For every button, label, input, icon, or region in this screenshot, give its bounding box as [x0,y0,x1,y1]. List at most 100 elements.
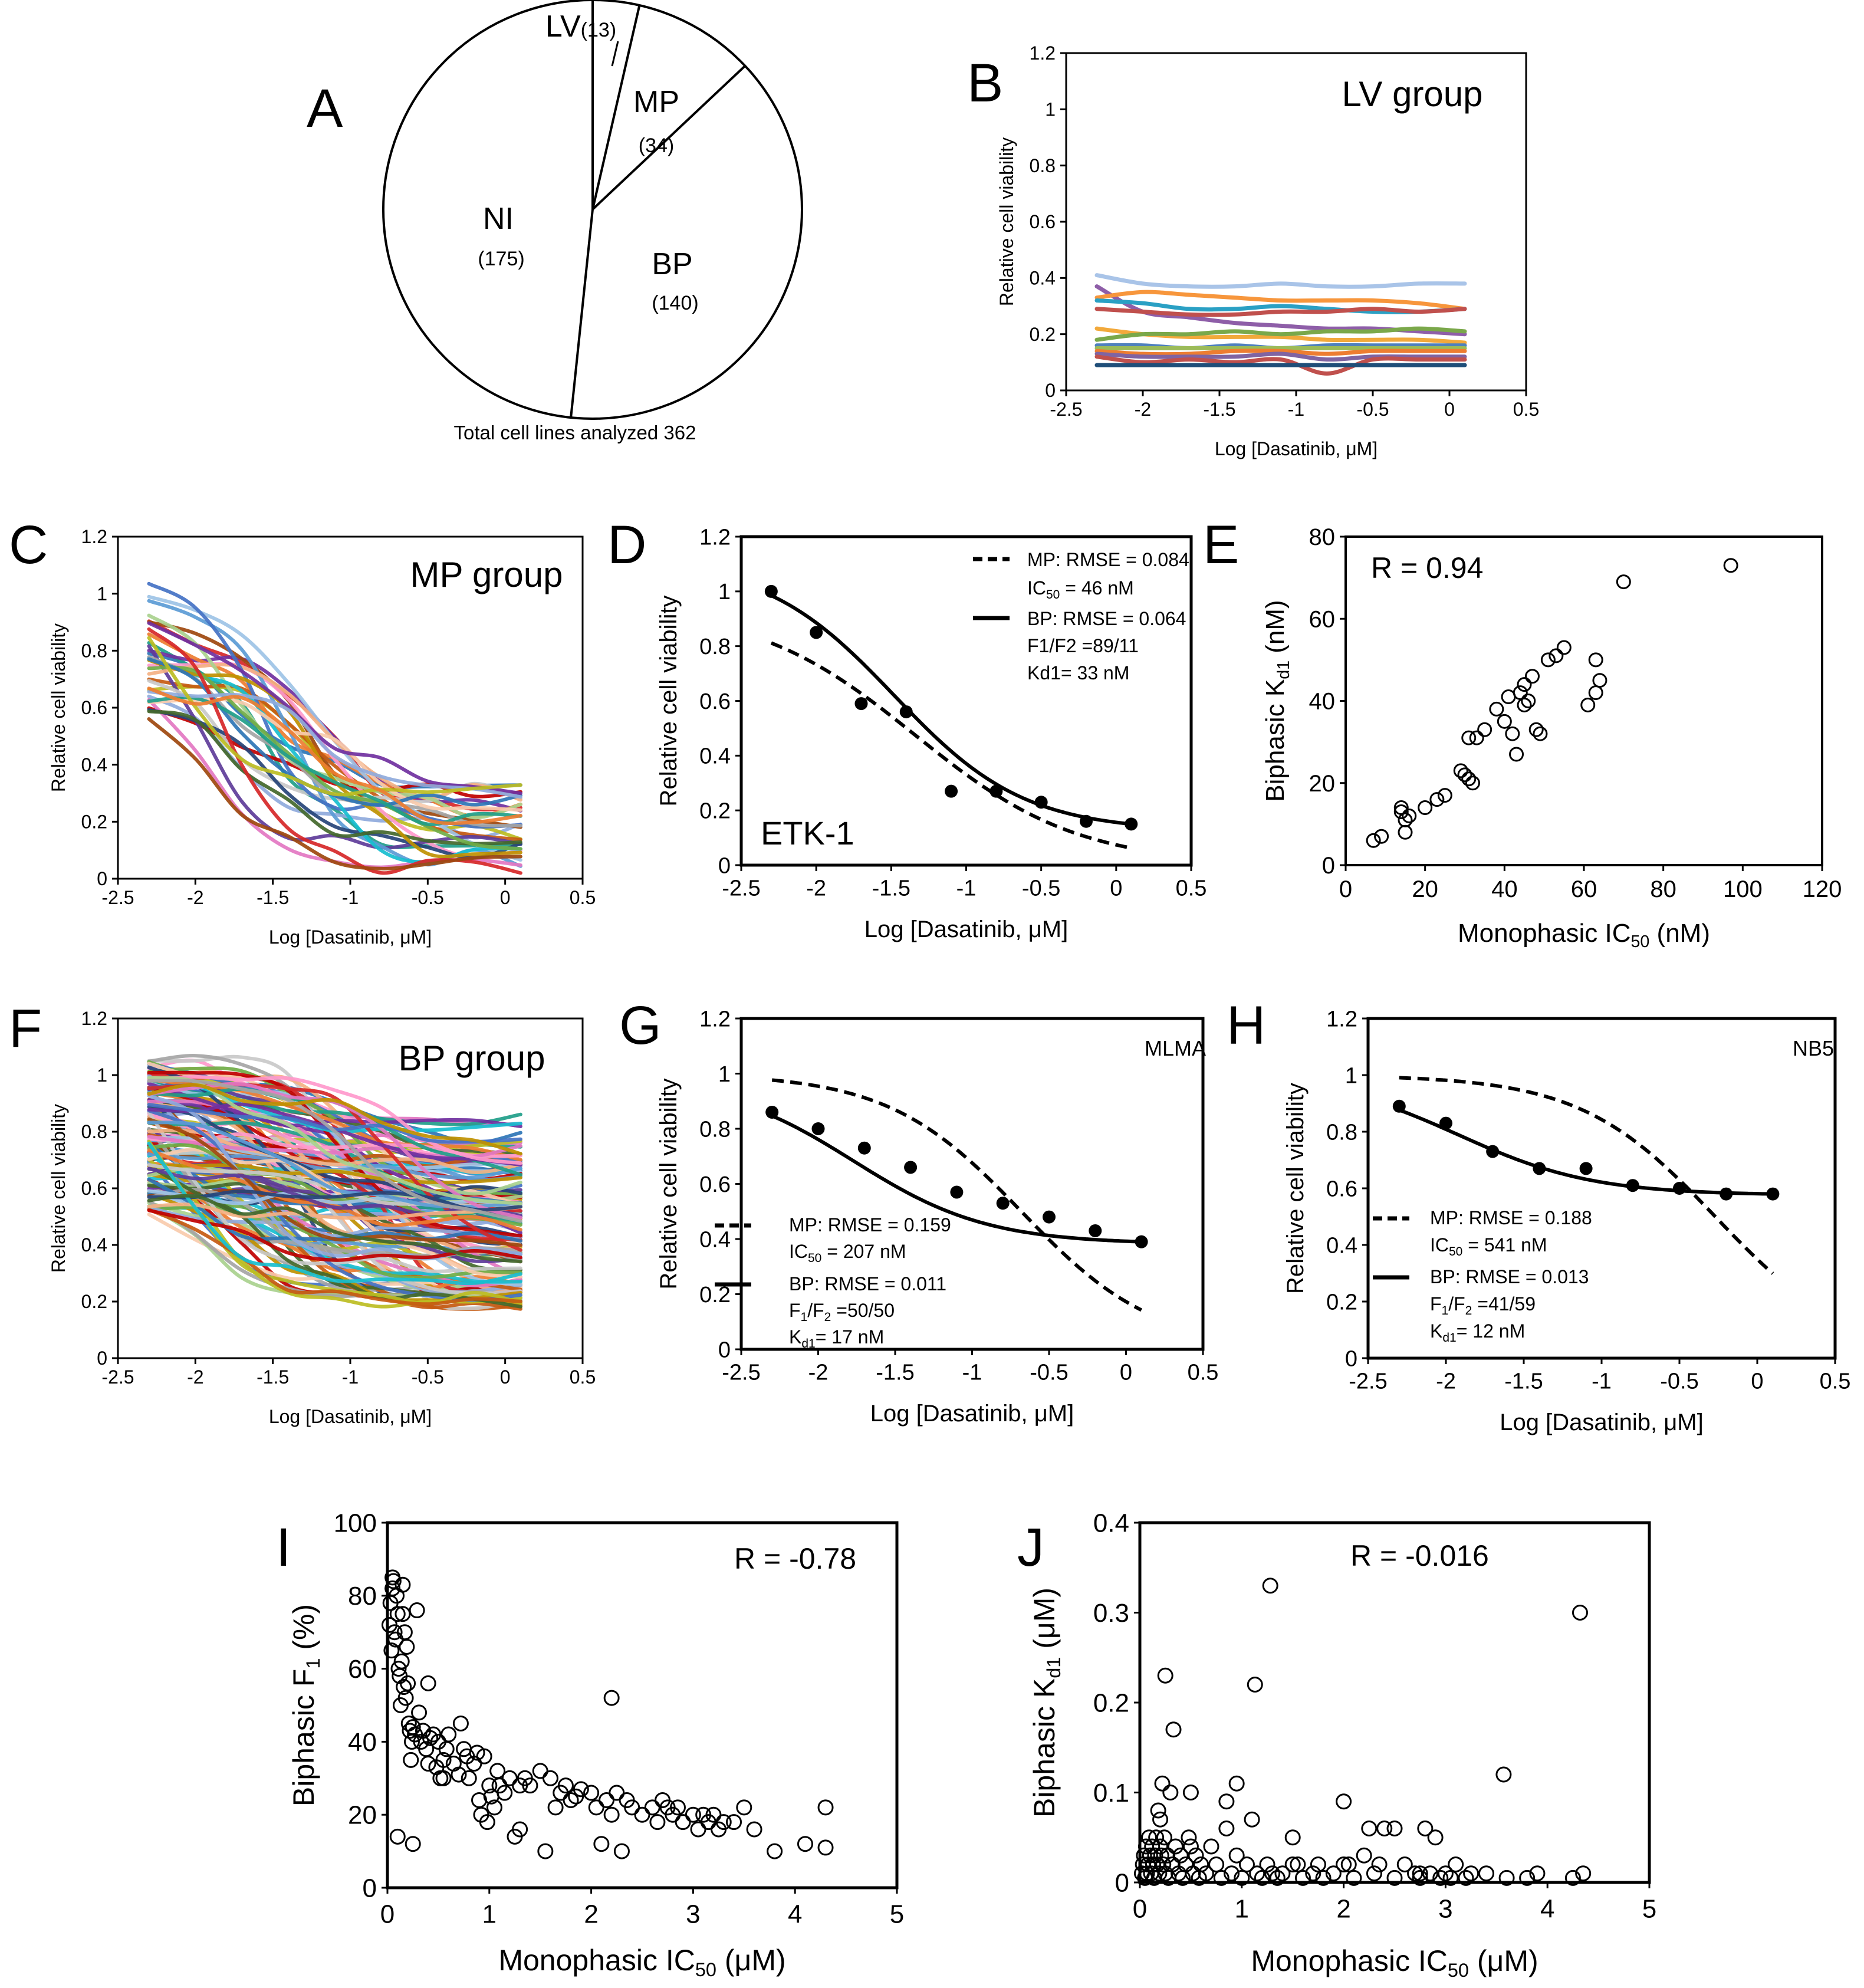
data-point [1533,1162,1546,1175]
y-tick-label: 0.4 [699,1227,731,1252]
x-tick-label: 80 [1650,876,1676,902]
scatter-point [1181,1829,1197,1846]
scatter-point [1305,1865,1321,1882]
data-point [1392,1099,1406,1113]
y-tick-label: 0.4 [81,754,107,776]
scatter-point [690,1821,706,1838]
panel-j-r: R = -0.016 [1350,1539,1489,1572]
y-axis-title-part: 1 [303,1658,324,1669]
scatter-point [1533,726,1548,741]
legend-mp-ic50: IC50 = 207 nM [789,1241,906,1265]
scatter-point [452,1715,469,1731]
y-tick-label: 0 [1345,1346,1357,1371]
y-tick-label: 0.6 [81,1178,107,1199]
scatter-point [1193,1856,1209,1872]
panel-d-cell: ETK-1 [761,814,854,852]
x-tick-label: -1 [1288,399,1304,420]
scatter-point [1254,1869,1270,1886]
y-tick-label: 1.2 [699,525,731,550]
y-tick-label: 0 [97,1348,107,1369]
scatter-point [1149,1856,1165,1872]
scatter-point [1167,1838,1184,1855]
scatter-point [461,1770,477,1786]
panel-letter-b: B [967,53,1003,113]
x-tick-label: -2.5 [101,1366,134,1388]
scatter-point [599,1792,615,1808]
x-tick-label: 0.5 [1176,876,1207,901]
scatter-point [1156,1829,1172,1846]
x-axis-title-part: (μM) [716,1944,786,1977]
monophasic-fit-line [770,641,1132,850]
scatter-point [609,1785,625,1801]
dose-response-curve [147,1079,522,1223]
x-tick-label: -0.5 [1356,399,1389,420]
y-tick-label: 100 [334,1509,377,1537]
scatter-point [1182,1838,1199,1855]
x-tick-label: 0 [1444,399,1455,420]
y-axis-title: Relative cell viability [1283,1083,1309,1294]
y-tick-label: 1.2 [1326,1007,1357,1031]
scatter-point [1463,1865,1480,1882]
legend-bp-kd1: Kd1= 33 nM [1027,662,1129,684]
biphasic-fit-line [770,594,1132,826]
scatter-point [405,1836,421,1852]
scatter-point [1418,800,1433,816]
pie-footer: Total cell lines analyzed 362 [454,422,696,443]
y-tick-label: 0.3 [1093,1599,1129,1628]
scatter-point [1361,1821,1378,1836]
dose-response-curve [147,1117,522,1247]
y-tick-label: 0 [718,853,731,878]
y-tick-label: 1 [718,1062,731,1087]
panel-letter-c: C [9,515,48,575]
y-tick-label: 0.2 [699,1283,731,1307]
scatter-point [1437,788,1452,803]
x-tick-label: 0 [1120,1360,1132,1385]
data-point [899,705,913,719]
scatter-point [409,1602,425,1619]
scatter-point [603,1806,620,1823]
panel-e-r: R = 0.94 [1371,551,1483,584]
dose-response-curve [147,686,522,826]
scatter-point [1290,1856,1306,1872]
legend-bp-kd1: Kd1= 12 nM [1430,1320,1525,1345]
y-axis-title: Biphasic Kd1 (nM) [1261,600,1293,801]
scatter-point [1412,1865,1428,1882]
scatter-point [634,1806,650,1823]
dose-response-curve [147,1083,522,1156]
x-tick-label: 20 [1412,876,1438,902]
y-tick-label: 0.6 [1030,211,1056,232]
dose-response-curve [147,621,522,796]
y-tick-label: 0.2 [1326,1290,1357,1315]
scatter-point [1366,1865,1382,1882]
x-tick-label: 0 [500,1366,511,1388]
pie-slice-boundary-mp [591,5,641,210]
y-tick-label: 0.6 [81,697,107,718]
panel-b-title: LV group [1342,74,1482,114]
plot-area-i [386,1521,899,1890]
scatter-point [402,1723,418,1739]
scatter-point [395,1606,411,1622]
scatter-point [669,1799,686,1816]
x-tick-label: -1 [956,876,977,901]
data-point [945,784,958,798]
x-tick-label: -2 [1135,399,1151,420]
scatter-point [512,1821,528,1838]
y-tick-label: 60 [348,1655,377,1684]
scatter-point [1517,677,1532,692]
scatter-point [1580,697,1596,712]
scatter-point [1152,1811,1169,1828]
y-axis-title: Relative cell viability [48,1104,69,1273]
y-tick-label: 1.2 [81,1008,107,1029]
scatter-point [1497,714,1512,729]
x-tick-label: -0.5 [1660,1369,1698,1394]
panel-b: B LV group [967,53,1483,114]
dose-response-curve [147,1102,522,1255]
x-tick-label: 0 [1339,876,1352,902]
data-point [1720,1187,1733,1201]
x-tick-label: -1.5 [872,876,910,901]
y-tick-label: 0.4 [699,744,731,769]
y-axis-title-part: d1 [1043,1657,1064,1678]
y-tick-label: 0.8 [81,1121,107,1142]
scatter-point [435,1752,452,1768]
scatter-point [1208,1856,1225,1872]
